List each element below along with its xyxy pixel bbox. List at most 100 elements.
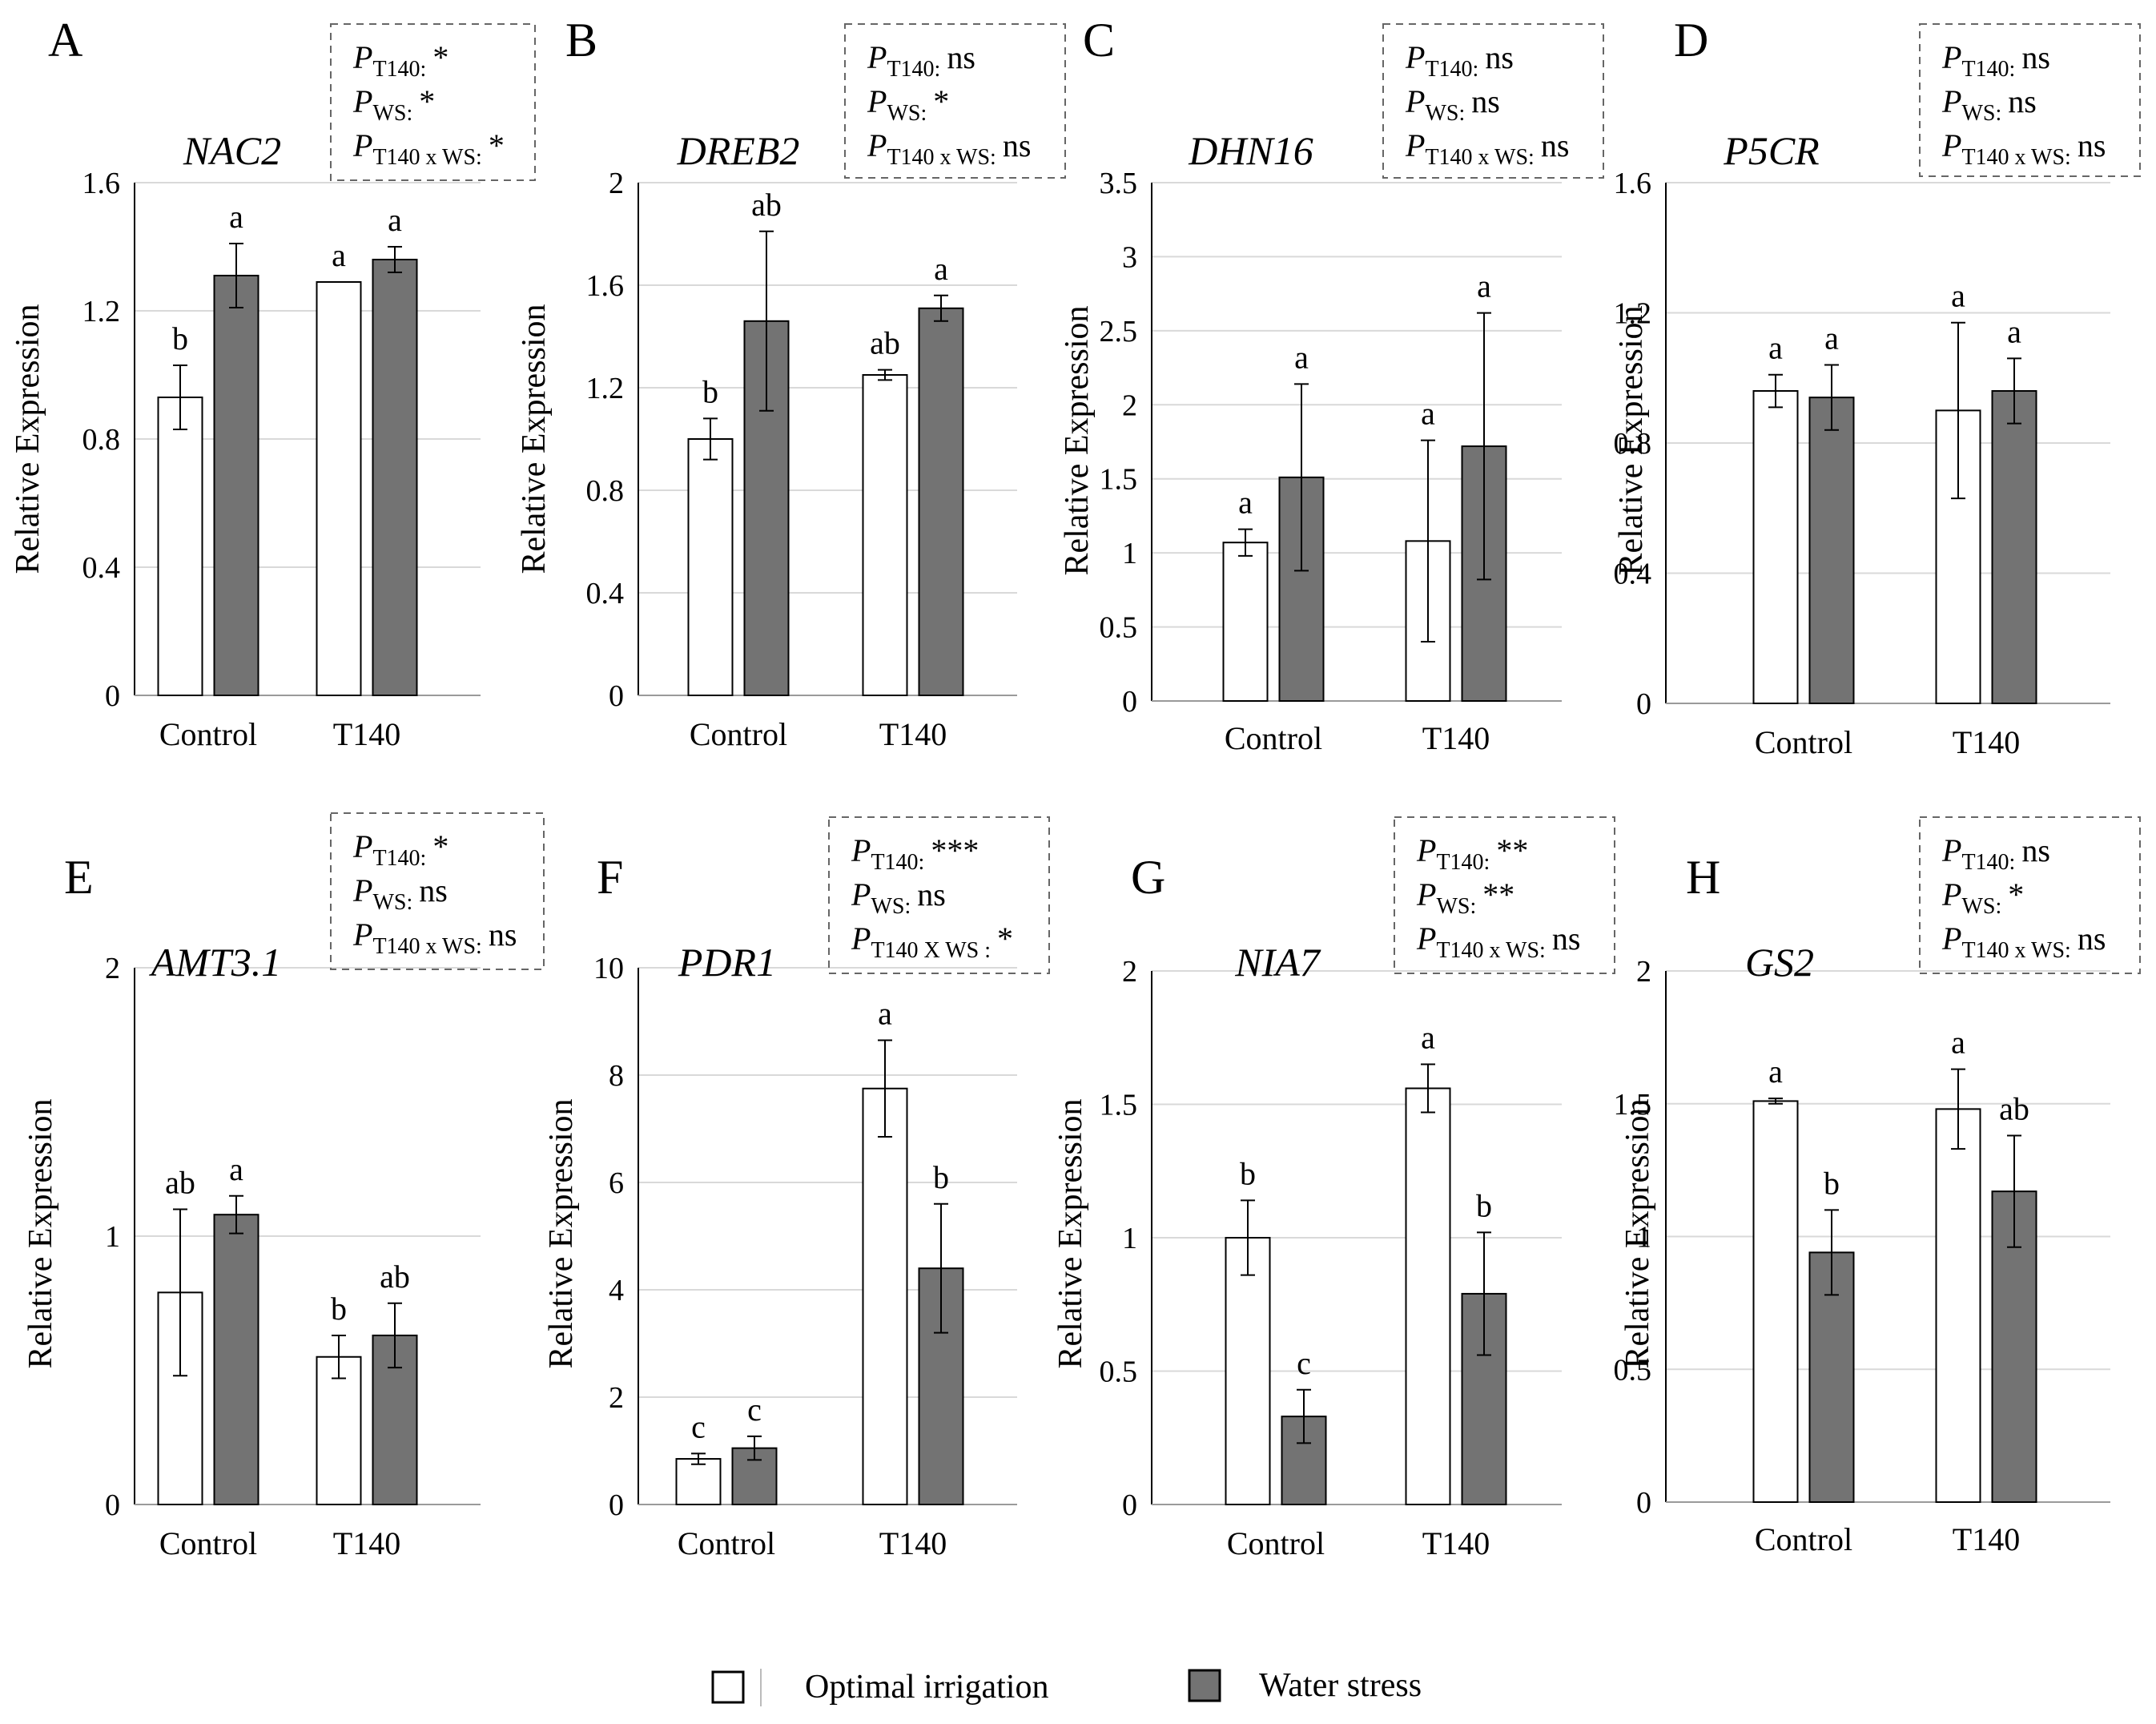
y-tick-label: 0.8 — [82, 423, 121, 457]
bar — [862, 374, 908, 696]
stat-p-symbol: P — [851, 876, 871, 912]
category-label: T140 — [1953, 724, 2020, 760]
y-tick-label: 2 — [105, 952, 120, 985]
y-tick-label: 3.5 — [1100, 167, 1138, 200]
stat-value: ns — [419, 872, 448, 908]
y-tick-label: 1 — [1636, 1221, 1651, 1255]
stat-p-symbol: P — [867, 127, 887, 163]
bar — [372, 259, 418, 696]
significance-letter: b — [933, 1159, 949, 1195]
y-tick-label: 2.5 — [1100, 315, 1138, 348]
stat-value: ns — [2021, 39, 2050, 75]
stat-p-symbol: P — [352, 127, 372, 163]
y-tick-label: 0 — [1122, 1488, 1137, 1522]
stat-line: PWS: ns — [1405, 83, 1500, 126]
stat-subscript: WS: — [1961, 894, 2001, 919]
gene-title: DHN16 — [1188, 128, 1313, 173]
stat-line: PWS: * — [352, 83, 435, 126]
y-tick-label: 4 — [609, 1274, 624, 1307]
y-tick-label: 1.5 — [1100, 1089, 1138, 1122]
y-tick-label: 1.2 — [82, 295, 121, 328]
y-axis-label: Relative Expression — [1052, 1098, 1089, 1368]
panel-g: 0 0.5 1 1.5 2 b c Control a b T140 Relative Express… — [1052, 816, 1615, 1561]
stat-p-symbol: P — [1416, 832, 1436, 868]
stat-line: PT140: ns — [1941, 39, 2050, 82]
y-tick-label: 1 — [1122, 1222, 1137, 1255]
y-axis-label: Relative Expression — [22, 1098, 59, 1368]
y-tick-label: 1.5 — [1614, 1088, 1652, 1122]
legend-label: Optimal irrigation — [805, 1669, 1048, 1706]
significance-letter: b — [1824, 1165, 1840, 1201]
category-label: T140 — [1422, 720, 1490, 756]
panel-letter: A — [48, 14, 82, 66]
y-tick-label: 2 — [1122, 955, 1137, 989]
stat-line: PT140: * — [352, 39, 448, 82]
significance-letter: a — [1951, 278, 1965, 314]
stat-subscript: T140 x WS: — [1961, 145, 2070, 170]
stat-line: PWS: ns — [851, 876, 946, 919]
stats-box — [1919, 816, 2141, 974]
stat-line: PWS: ns — [352, 872, 448, 915]
y-tick-label: 1.6 — [1614, 167, 1652, 200]
stat-subscript: T140: — [1961, 850, 2015, 875]
stat-p-symbol: P — [1941, 876, 1961, 912]
legend-swatch — [1188, 1669, 1221, 1702]
category-label: Control — [1225, 720, 1322, 756]
y-tick-label: 0.4 — [1614, 558, 1652, 591]
stat-subscript: T140 X WS : — [871, 938, 991, 963]
stat-p-symbol: P — [352, 39, 372, 75]
significance-letter: ab — [165, 1165, 195, 1201]
gene-title: PDR1 — [678, 940, 776, 985]
bar — [687, 438, 734, 696]
gene-title: AMT3.1 — [149, 940, 282, 985]
y-tick-label: 1.6 — [586, 269, 625, 303]
stat-line: PWS: * — [1941, 876, 2024, 919]
significance-letter: a — [1824, 320, 1839, 356]
bar — [213, 275, 259, 696]
significance-letter: a — [878, 995, 892, 1031]
stat-value: ns — [917, 876, 946, 912]
panel-letter: F — [597, 851, 623, 904]
y-axis-label: Relative Expression — [1059, 305, 1096, 575]
stat-subscript: WS: — [1961, 101, 2001, 126]
stat-subscript: WS: — [1436, 894, 1476, 919]
category-label: Control — [159, 716, 257, 752]
stats-box — [330, 23, 536, 181]
stat-line: PT140: * — [352, 828, 448, 871]
stat-p-symbol: P — [1941, 39, 1961, 75]
stat-line: PT140: ns — [1941, 832, 2050, 875]
y-axis-label: Relative Expression — [1619, 1098, 1656, 1368]
panel-letter: G — [1131, 851, 1165, 904]
y-tick-label: 0.4 — [82, 551, 121, 585]
stat-p-symbol: P — [851, 832, 871, 868]
stat-subscript: T140: — [372, 57, 426, 82]
stat-line: PT140 x WS: ns — [1416, 920, 1580, 963]
bar — [316, 1355, 362, 1505]
significance-letter: b — [331, 1291, 347, 1327]
stat-value: * — [432, 39, 448, 75]
y-tick-label: 1 — [105, 1220, 120, 1254]
stat-p-symbol: P — [1416, 920, 1436, 957]
y-tick-label: 0.5 — [1100, 1355, 1138, 1389]
significance-letter: ab — [380, 1259, 410, 1295]
stat-p-symbol: P — [352, 828, 372, 864]
significance-letter: c — [1297, 1345, 1311, 1381]
stat-value: ns — [947, 39, 975, 75]
y-tick-label: 0.5 — [1100, 611, 1138, 645]
stat-line: PT140 x WS: ns — [352, 916, 517, 959]
stat-line: PT140: ** — [1416, 832, 1528, 875]
category-label: Control — [678, 1525, 775, 1561]
stat-value: ns — [2078, 127, 2106, 163]
bar — [213, 1214, 259, 1505]
bar — [1278, 476, 1325, 702]
stat-p-symbol: P — [851, 920, 871, 957]
stat-subscript: T140 x WS: — [372, 934, 481, 959]
stat-subscript: WS: — [1425, 101, 1465, 126]
stat-line: PT140 x WS: * — [352, 127, 505, 170]
y-tick-label: 0 — [105, 1488, 120, 1522]
stat-subscript: T140: — [1961, 57, 2015, 82]
significance-letter: a — [388, 202, 402, 238]
y-tick-label: 2 — [609, 167, 624, 200]
y-tick-label: 0 — [609, 1488, 624, 1522]
stat-line: PT140 X WS : * — [851, 920, 1013, 963]
